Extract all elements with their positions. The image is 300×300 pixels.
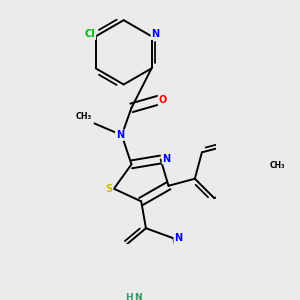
- Text: Cl: Cl: [85, 29, 95, 39]
- Text: S: S: [106, 184, 112, 194]
- Text: N: N: [163, 154, 171, 164]
- Text: N: N: [152, 29, 160, 39]
- Text: N: N: [116, 130, 124, 140]
- Text: CH₃: CH₃: [269, 161, 285, 170]
- Text: O: O: [158, 95, 167, 105]
- Text: N: N: [134, 293, 142, 300]
- Text: CH₃: CH₃: [75, 112, 92, 121]
- Text: H: H: [125, 293, 133, 300]
- Text: N: N: [174, 233, 182, 243]
